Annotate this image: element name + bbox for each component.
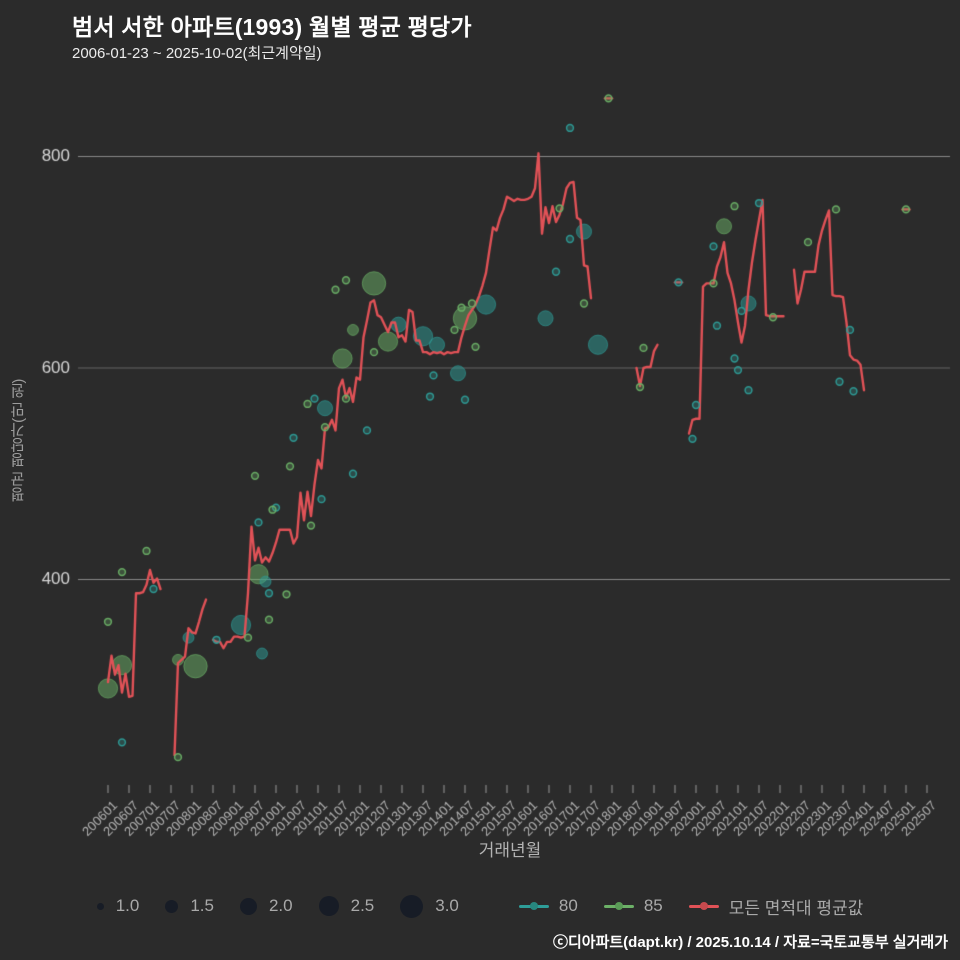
page-title: 범서 서한 아파트(1993) 월별 평균 평당가 [72,14,472,40]
series-legend-label: 모든 면적대 평균값 [728,898,864,918]
legend-series-85[interactable]: 85 [603,896,663,916]
size-legend-1.5: 1.5 [165,896,214,916]
size-legend-1.0: 1.0 [96,896,140,916]
size-legend-3.0: 3.0 [400,894,459,918]
y-axis-title: 평균 평당가(만 원) [10,378,27,502]
series-legend-label: 80 [558,896,578,915]
date-range-subtitle: 2006-01-23 ~ 2025-10-02(최근계약일) [72,45,322,62]
red-line-dot-icon [688,902,719,910]
series-legend: 80 85 모든 면적대 평균값 [506,894,876,919]
series-legend-label: 85 [643,896,663,915]
size-bubble-icon [318,896,339,916]
size-bubble-icon [239,897,257,915]
size-bubble-icon [165,899,179,913]
legend-series-average[interactable]: 모든 면적대 평균값 [688,894,864,919]
size-legend-label: 3.0 [435,896,459,915]
size-bubble-icon [400,894,424,918]
legend: 1.0 1.5 2.0 2.5 3.0 80 85 [0,886,960,926]
legend-series-80[interactable]: 80 [518,896,578,916]
green-line-dot-icon [603,902,634,910]
size-legend-label: 2.0 [268,896,293,915]
size-legend-label: 1.5 [190,896,214,915]
size-bubble-icon [96,902,104,910]
size-legend-label: 2.5 [350,896,375,915]
teal-line-dot-icon [518,902,549,910]
size-legend-2.0: 2.0 [239,896,293,916]
x-axis-title: 거래년월 [478,841,542,860]
size-legend-2.5: 2.5 [318,896,375,916]
credit-footer: ⓒ디아파트(dapt.kr) / 2025.10.14 / 자료=국토교통부 실… [552,934,948,951]
size-legend-label: 1.0 [115,896,140,915]
